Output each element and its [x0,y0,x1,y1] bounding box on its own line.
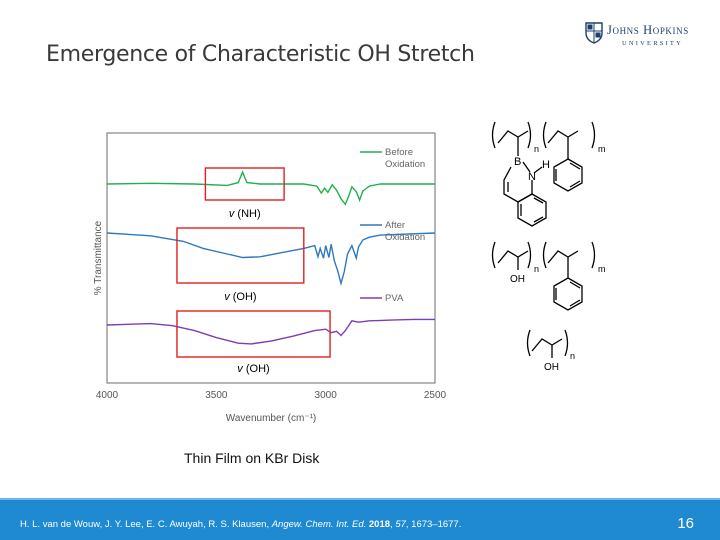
slide-title: Emergence of Characteristic OH Stretch [46,42,475,67]
legend-label-1: Before Oxidation [385,147,425,170]
logo-text: Johns Hopkins [607,23,689,37]
label-OH1: OH [510,274,525,285]
label-OH2: OH [544,362,559,373]
label-n3: n [570,351,575,361]
ir-spectrum-chart: v (NH) v (OH) v (OH) 4000 3500 3000 2500 Befo… [93,132,447,424]
slide-caption: Thin Film on KBr Disk [184,450,320,466]
y-axis-label: % Transmittance [93,220,104,295]
university-logo: Johns Hopkins UNIVERSITY [585,20,705,50]
structure-azaborine-copolymer [491,121,596,227]
x-tick-label: 3500 [205,390,228,401]
citation-pages: , 1673–1677. [405,519,462,530]
label-m2: m [598,264,606,274]
x-tick-label: 2500 [424,390,447,401]
structure-oxidized-copolymer [491,241,596,311]
footer-band [0,498,720,500]
footer-bar [0,500,720,540]
series-line-2 [106,232,436,287]
label-n2: n [534,264,539,274]
legend-label-2: After Oxidation [385,220,425,243]
citation: H. L. van de Wouw, J. Y. Lee, E. C. Awuy… [20,519,462,530]
label-H: H [542,159,550,171]
structure-pva [526,329,569,358]
annotation-box-2 [176,227,305,284]
annotation-label-1: v (NH) [229,208,261,220]
series-line-1 [106,170,435,206]
plot-frame [106,132,436,384]
chemical-structures: n m B N H n m OH n OH [491,121,606,373]
citation-volume: 57 [395,519,406,530]
series-line-3 [106,318,435,345]
annotation-label-3: v (OH) [237,363,269,375]
label-B: B [514,156,521,168]
label-N: N [528,171,536,183]
citation-year: 2018 [368,519,391,530]
citation-journal: Angew. Chem. Int. Ed. [271,519,367,530]
x-axis-label: Wavenumber (cm⁻¹) [226,413,316,424]
annotation-box-3 [176,310,331,358]
annotation-box-1 [204,167,285,201]
legend-label-3: PVA [385,293,404,304]
page-number: 16 [677,515,694,532]
x-tick-label: 3000 [315,390,338,401]
x-tick-label: 4000 [96,390,119,401]
logo-subtext: UNIVERSITY [622,40,683,47]
label-m1: m [598,144,606,154]
annotation-label-2: v (OH) [224,291,256,303]
shield-icon [585,22,603,44]
label-n1: n [534,144,539,154]
citation-authors: H. L. van de Wouw, J. Y. Lee, E. C. Awuy… [20,519,272,530]
